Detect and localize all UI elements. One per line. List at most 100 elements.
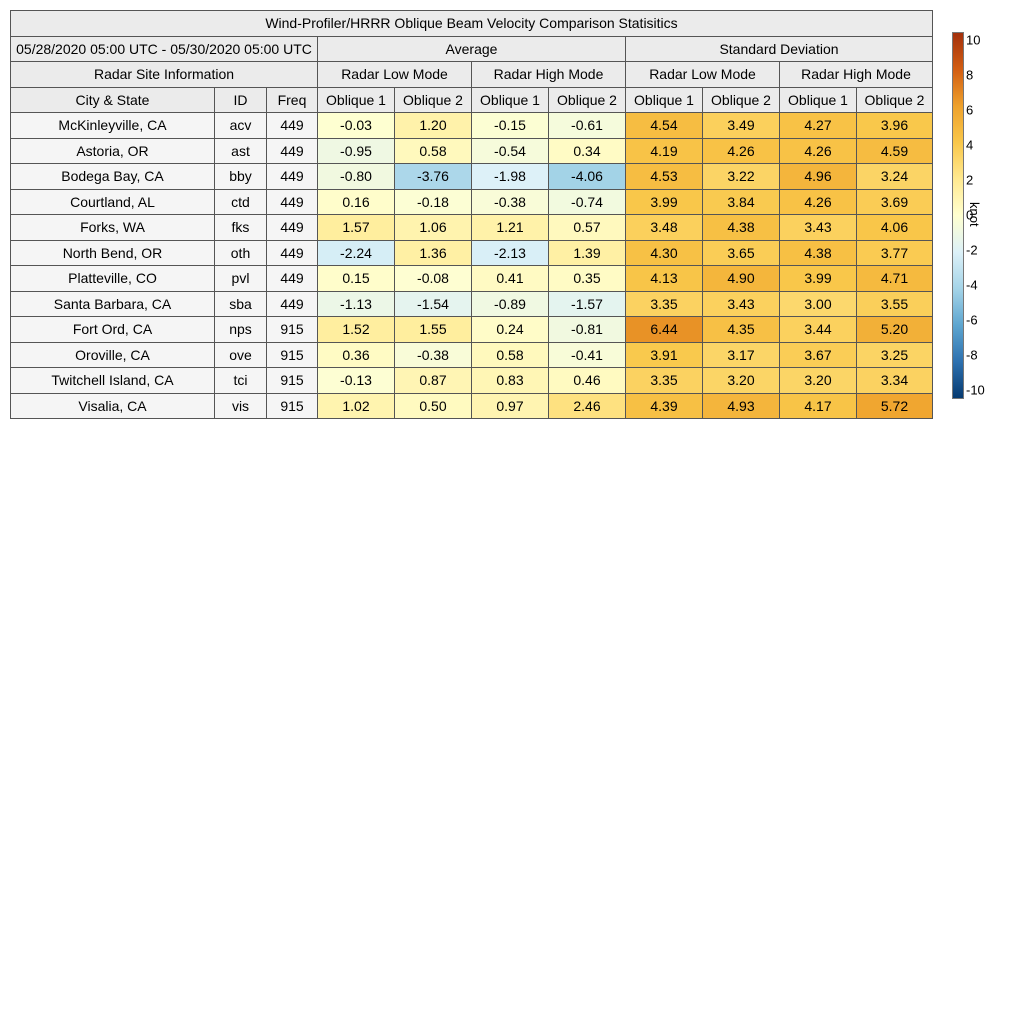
site-freq: 449	[266, 290, 318, 317]
column-header: Oblique 2	[548, 86, 626, 113]
value-cell: 4.19	[625, 137, 703, 164]
value-cell: 4.06	[856, 214, 933, 241]
site-city: Courtland, AL	[10, 188, 215, 215]
value-cell: 0.36	[317, 341, 395, 368]
value-cell: 4.38	[702, 214, 780, 241]
radar-site-info-header: Radar Site Information	[10, 61, 318, 88]
value-cell: 4.26	[779, 137, 857, 164]
colorbar-tick-label: -10	[966, 382, 985, 398]
value-cell: 0.41	[471, 265, 549, 292]
table-row: Oroville, CA ove 915 0.36 -0.38 0.58 -0.41 3.91…	[10, 341, 933, 368]
site-freq: 449	[266, 112, 318, 139]
value-cell: 0.58	[471, 341, 549, 368]
value-cell: 3.43	[779, 214, 857, 241]
value-cell: 0.35	[548, 265, 626, 292]
value-cell: 0.83	[471, 367, 549, 394]
value-cell: 3.55	[856, 290, 933, 317]
value-cell: 0.46	[548, 367, 626, 394]
colorbar-tick-label: -2	[966, 242, 978, 258]
value-cell: 0.50	[394, 392, 472, 419]
site-id: tci	[214, 367, 267, 394]
value-cell: 1.06	[394, 214, 472, 241]
site-freq: 449	[266, 163, 318, 190]
value-cell: 3.67	[779, 341, 857, 368]
column-header: Oblique 1	[625, 86, 703, 113]
value-cell: 3.20	[779, 367, 857, 394]
value-cell: 0.97	[471, 392, 549, 419]
colorbar-tick-label: 6	[966, 102, 974, 118]
site-id: bby	[214, 163, 267, 190]
value-cell: 3.44	[779, 316, 857, 343]
value-cell: 0.15	[317, 265, 395, 292]
value-cell: 1.02	[317, 392, 395, 419]
value-cell: 3.20	[702, 367, 780, 394]
mode-header: Radar Low Mode	[317, 61, 472, 88]
value-cell: 3.00	[779, 290, 857, 317]
colorbar-tick-label: -6	[966, 312, 978, 328]
site-id: ove	[214, 341, 267, 368]
colorbar-tick-label: 8	[966, 67, 974, 83]
site-city: McKinleyville, CA	[10, 112, 215, 139]
value-cell: 3.25	[856, 341, 933, 368]
site-id: acv	[214, 112, 267, 139]
colorbar-tick-label: -8	[966, 347, 978, 363]
table-row: McKinleyville, CA acv 449 -0.03 1.20 -0.15 -0.…	[10, 112, 933, 139]
value-cell: 4.71	[856, 265, 933, 292]
value-cell: -0.61	[548, 112, 626, 139]
site-city: Platteville, CO	[10, 265, 215, 292]
site-city: Bodega Bay, CA	[10, 163, 215, 190]
value-cell: 4.17	[779, 392, 857, 419]
site-freq: 449	[266, 239, 318, 266]
value-cell: 4.38	[779, 239, 857, 266]
value-cell: 3.65	[702, 239, 780, 266]
site-freq: 449	[266, 137, 318, 164]
site-id: pvl	[214, 265, 267, 292]
group-standard-deviation: Standard Deviation	[625, 35, 933, 62]
value-cell: -0.18	[394, 188, 472, 215]
column-header: Freq	[266, 86, 318, 113]
value-cell: 3.35	[625, 367, 703, 394]
mode-header: Radar High Mode	[779, 61, 933, 88]
value-cell: 0.58	[394, 137, 472, 164]
value-cell: 3.77	[856, 239, 933, 266]
value-cell: 3.91	[625, 341, 703, 368]
site-city: North Bend, OR	[10, 239, 215, 266]
value-cell: -0.08	[394, 265, 472, 292]
value-cell: 1.55	[394, 316, 472, 343]
site-id: ctd	[214, 188, 267, 215]
colorbar	[952, 32, 964, 399]
site-id: ast	[214, 137, 267, 164]
value-cell: 4.30	[625, 239, 703, 266]
value-cell: 4.26	[779, 188, 857, 215]
value-cell: -4.06	[548, 163, 626, 190]
value-cell: -1.98	[471, 163, 549, 190]
column-header: Oblique 2	[702, 86, 780, 113]
site-city: Oroville, CA	[10, 341, 215, 368]
statistics-table: Wind-Profiler/HRRR Oblique Beam Velocity…	[10, 10, 933, 419]
time-period: 05/28/2020 05:00 UTC - 05/30/2020 05:00 …	[10, 35, 318, 62]
value-cell: 0.34	[548, 137, 626, 164]
site-city: Santa Barbara, CA	[10, 290, 215, 317]
site-id: vis	[214, 392, 267, 419]
table-row: Visalia, CA vis 915 1.02 0.50 0.97 2.46 4.39 4.9…	[10, 392, 933, 419]
site-city: Fort Ord, CA	[10, 316, 215, 343]
value-cell: -0.38	[394, 341, 472, 368]
site-freq: 449	[266, 188, 318, 215]
colorbar-unit-label: knot	[967, 202, 982, 227]
value-cell: -0.15	[471, 112, 549, 139]
value-cell: 4.93	[702, 392, 780, 419]
table-row: Astoria, OR ast 449 -0.95 0.58 -0.54 0.34 4.19 4…	[10, 137, 933, 164]
table-row: Fort Ord, CA nps 915 1.52 1.55 0.24 -0.81 6.44 4…	[10, 316, 933, 343]
value-cell: -1.54	[394, 290, 472, 317]
site-id: nps	[214, 316, 267, 343]
column-header: Oblique 1	[317, 86, 395, 113]
site-id: sba	[214, 290, 267, 317]
value-cell: 3.35	[625, 290, 703, 317]
column-header: Oblique 1	[779, 86, 857, 113]
value-cell: 3.49	[702, 112, 780, 139]
value-cell: 4.35	[702, 316, 780, 343]
site-freq: 915	[266, 316, 318, 343]
value-cell: 4.90	[702, 265, 780, 292]
value-cell: 4.39	[625, 392, 703, 419]
value-cell: -2.24	[317, 239, 395, 266]
